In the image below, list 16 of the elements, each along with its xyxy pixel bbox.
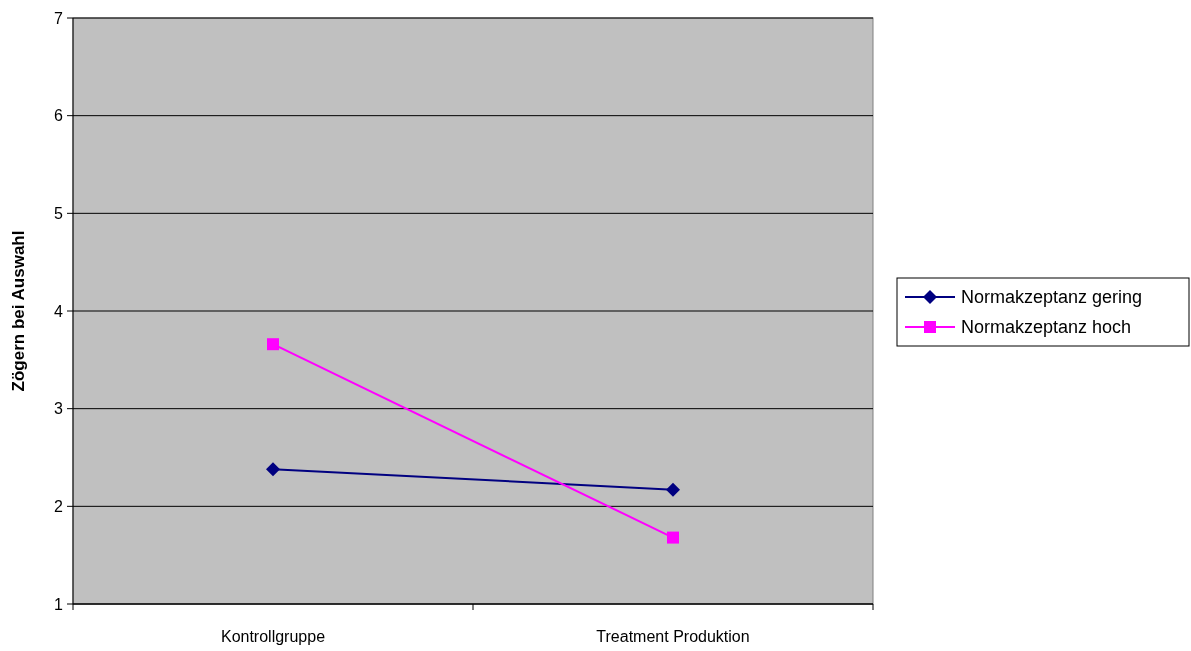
- point: [666, 482, 680, 497]
- y-tick-label: 3: [54, 400, 64, 418]
- point: [667, 531, 679, 544]
- y-tick-label: 7: [54, 9, 64, 27]
- point: [267, 338, 279, 351]
- x-tick-label: Kontrollgruppe: [220, 628, 326, 645]
- legend-label: Normakzeptanz hoch: [961, 317, 1132, 338]
- y-tick-label: 5: [54, 204, 64, 222]
- y-tick-label: 4: [54, 302, 64, 320]
- legend-label: Normakzeptanz gering: [961, 287, 1143, 308]
- y-tick-label: 2: [54, 497, 64, 515]
- x-tick-label: Treatment Produktion: [596, 628, 750, 645]
- point: [266, 462, 280, 477]
- y-tick-label: 6: [54, 107, 64, 125]
- y-axis-title: Zögern bei Auswahl: [9, 230, 28, 392]
- y-tick-label: 1: [54, 595, 64, 613]
